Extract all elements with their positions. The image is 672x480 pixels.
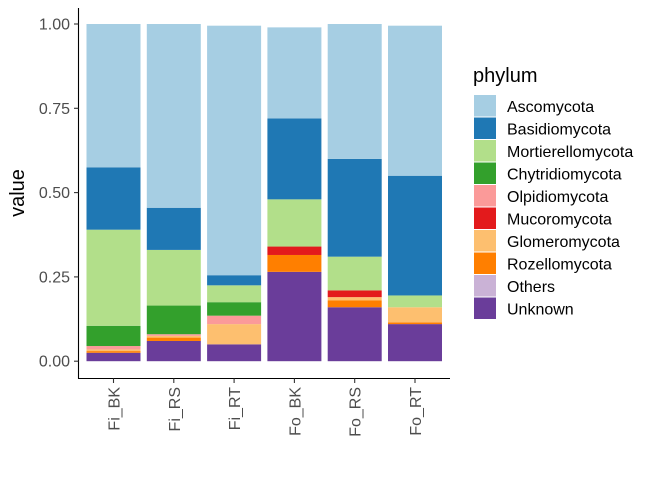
- legend-label: Glomeromycota: [507, 234, 620, 251]
- bar-segment: [327, 158, 382, 257]
- x-tick-label: Fo_RS: [348, 387, 365, 437]
- legend-item: Olpidiomycota: [474, 185, 608, 207]
- y-ticks-layer: 0.00 0.25 0.50 0.75 1.00: [39, 17, 79, 371]
- bar-segment: [267, 254, 322, 272]
- x-ticks-layer: Fi_BK Fi_RS Fi_RT Fo_BK Fo_RS Fo_RT: [107, 378, 425, 437]
- legend-item: Others: [474, 275, 555, 297]
- x-tick-label: Fi_RT: [227, 387, 244, 430]
- legend-key: [474, 117, 496, 139]
- x-tick-label: Fo_BK: [287, 387, 304, 436]
- legend-item: Glomeromycota: [474, 230, 620, 252]
- bar-segment: [267, 27, 322, 119]
- x-tick-label: Fo_RT: [408, 387, 425, 436]
- bar-stack-Fi_RT: [207, 25, 262, 362]
- bar-segment: [207, 275, 262, 286]
- bar-segment: [267, 118, 322, 200]
- bar-segment: [388, 322, 442, 325]
- bar-segment: [388, 25, 442, 176]
- x-tick-label: Fi_BK: [107, 387, 124, 431]
- legend-key: [474, 95, 496, 117]
- legend-label: Basidiomycota: [507, 121, 611, 138]
- legend-label: Olpidiomycota: [507, 189, 608, 206]
- legend-key: [474, 252, 496, 274]
- bar-segment: [146, 337, 201, 341]
- legend-label: Unknown: [507, 301, 574, 318]
- bar-segment: [207, 324, 262, 345]
- y-tick-label: 0.25: [39, 269, 70, 286]
- bar-segment: [86, 346, 141, 350]
- legend-label: Chytridiomycota: [507, 166, 622, 183]
- bars-layer: [86, 24, 442, 362]
- legend-key: [474, 230, 496, 252]
- bar-stack-Fi_BK: [86, 24, 141, 362]
- bar-stack-Fo_BK: [267, 27, 322, 362]
- bar-segment: [267, 246, 322, 255]
- bar-segment: [86, 229, 141, 326]
- bar-segment: [207, 285, 262, 303]
- bar-segment: [207, 315, 262, 325]
- bar-segment: [327, 24, 382, 159]
- legend-title: phylum: [473, 65, 537, 87]
- bar-stack-Fo_RS: [327, 24, 382, 362]
- x-tick-label: Fi_RS: [167, 387, 184, 431]
- bar-segment: [146, 207, 201, 250]
- bar-segment: [207, 25, 262, 276]
- bar-segment: [207, 302, 262, 316]
- bar-segment: [327, 290, 382, 298]
- legend-label: Mucoromycota: [507, 211, 612, 228]
- bar-segment: [327, 256, 382, 291]
- bar-segment: [86, 167, 141, 230]
- bar-segment: [86, 325, 141, 347]
- legend-label: Rozellomycota: [507, 256, 612, 273]
- y-axis-title: value: [7, 169, 29, 217]
- bar-segment: [146, 334, 201, 336]
- bar-segment: [146, 340, 201, 362]
- legend-key: [474, 162, 496, 184]
- bar-segment: [86, 24, 141, 168]
- legend-item: Mucoromycota: [474, 207, 612, 229]
- bar-stack-Fo_RT: [388, 25, 442, 362]
- bar-segment: [327, 297, 382, 301]
- bar-stack-Fi_RS: [146, 24, 201, 362]
- bar-segment: [388, 307, 442, 323]
- bar-segment: [327, 300, 382, 308]
- bar-segment: [267, 199, 322, 247]
- legend-key: [474, 185, 496, 207]
- legend-item: Chytridiomycota: [474, 162, 622, 184]
- bar-segment: [267, 271, 322, 362]
- legend-item: Ascomycota: [474, 95, 594, 117]
- y-tick-label: 1.00: [39, 17, 70, 34]
- bar-segment: [86, 349, 141, 352]
- bar-segment: [146, 305, 201, 335]
- legend-label: Mortierellomycota: [507, 144, 633, 161]
- y-tick-label: 0.50: [39, 185, 70, 202]
- legend: phylum Ascomycota Basidiomycota Mortierell…: [473, 65, 633, 319]
- bar-segment: [327, 307, 382, 362]
- bar-segment: [388, 324, 442, 362]
- y-tick-label: 0.00: [39, 354, 70, 371]
- legend-item: Rozellomycota: [474, 252, 612, 274]
- legend-key: [474, 297, 496, 319]
- legend-item: Unknown: [474, 297, 574, 319]
- legend-key: [474, 140, 496, 162]
- bar-segment: [146, 335, 201, 338]
- bar-segment: [86, 352, 141, 362]
- bar-segment: [207, 344, 262, 362]
- legend-label: Ascomycota: [507, 99, 594, 116]
- bar-segment: [388, 295, 442, 308]
- bar-segment: [86, 351, 141, 353]
- legend-key: [474, 207, 496, 229]
- bar-segment: [146, 249, 201, 306]
- legend-item: Mortierellomycota: [474, 140, 633, 162]
- legend-item: Basidiomycota: [474, 117, 611, 139]
- legend-key: [474, 275, 496, 297]
- legend-label: Others: [507, 279, 555, 296]
- bar-segment: [146, 24, 201, 208]
- y-tick-label: 0.75: [39, 101, 70, 118]
- bar-segment: [388, 175, 442, 296]
